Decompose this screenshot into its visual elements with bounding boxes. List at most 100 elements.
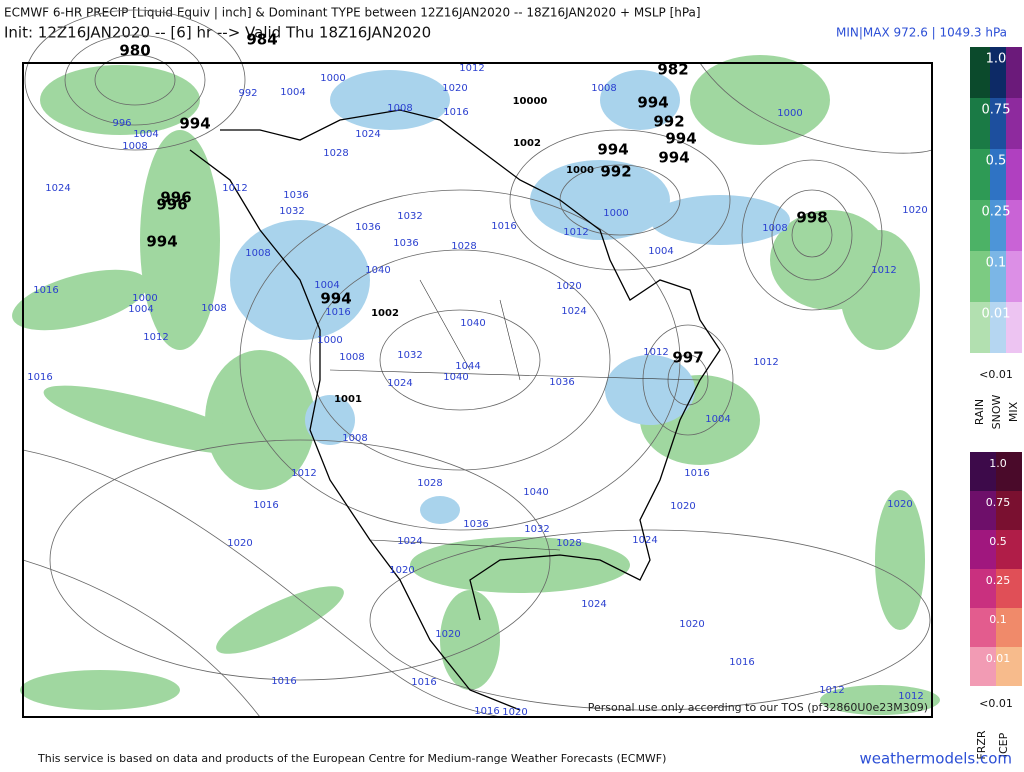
isobar-label: 1012: [222, 183, 247, 194]
isobar-label: 1008: [591, 83, 616, 94]
isobars: [22, 9, 933, 718]
legend-level: 0.1: [986, 256, 1007, 271]
isobar-label: 1012: [871, 265, 896, 276]
isobar-label: 1012: [563, 227, 588, 238]
low-pressure-label: 1002: [371, 308, 399, 319]
low-pressure-label: 1002: [513, 138, 541, 149]
isobar-label: 1044: [455, 361, 480, 372]
legend-level: 0.5: [989, 535, 1007, 548]
legend-swatch: [970, 647, 996, 686]
isobar-label: 1036: [355, 222, 380, 233]
isobar-label: 1036: [549, 377, 574, 388]
isobar-label: 1028: [323, 148, 348, 159]
low-pressure-label: 1001: [334, 394, 362, 405]
isobar-label: 1036: [393, 238, 418, 249]
credit: This service is based on data and produc…: [37, 752, 666, 765]
legend-swatch: [970, 149, 990, 200]
isobar-label: 1028: [451, 241, 476, 252]
legend-swatch: [990, 149, 1006, 200]
legend-swatch: [1006, 200, 1022, 251]
low-pressure-label: 10000: [513, 96, 548, 107]
isobar-label: 1008: [342, 433, 367, 444]
isobar-label: 1000: [320, 73, 345, 84]
isobar-label: 996: [112, 118, 131, 129]
isobar-label: 1016: [684, 468, 709, 479]
isobar-label: 1036: [463, 519, 488, 530]
isobar-label: 1004: [705, 414, 730, 425]
isobar-label: 1036: [283, 190, 308, 201]
legend-swatch: [990, 302, 1006, 353]
legend-swatch: [990, 98, 1006, 149]
legend-swatch: [970, 47, 990, 98]
map: 1000100410081012102010161024102810361032…: [12, 9, 940, 719]
isobar-label: 1024: [632, 535, 657, 546]
isobar-label: 1008: [201, 303, 226, 314]
low-pressure-label: 992: [600, 163, 631, 181]
low-pressure-label: 994: [658, 149, 689, 167]
isobar-label: 1016: [325, 307, 350, 318]
isobar-label: 1024: [397, 536, 422, 547]
low-pressure-label: 996: [156, 196, 187, 214]
isobar-label: 1024: [387, 378, 412, 389]
isobar-label: 1020: [679, 619, 704, 630]
legend-swatch: [990, 47, 1006, 98]
legend-swatch: [1006, 302, 1022, 353]
isobar-label: 1008: [122, 141, 147, 152]
legend-swatch: [1006, 251, 1022, 302]
isobar-label: 1016: [443, 107, 468, 118]
low-pressure-label: 994: [320, 290, 351, 308]
isobar-label: 1004: [314, 280, 339, 291]
legend-level: 1.0: [986, 52, 1007, 67]
isobar-label: 1016: [729, 657, 754, 668]
isobar-label: 1020: [556, 281, 581, 292]
legend-type: ICEP: [997, 732, 1010, 757]
rain-areas: [12, 55, 940, 715]
isobar-label: 992: [238, 88, 257, 99]
title: ECMWF 6-HR PRECIP [Liquid Equiv | inch] …: [4, 6, 701, 20]
low-pressure-label: 998: [796, 209, 827, 227]
isobar-label: 1024: [355, 129, 380, 140]
isobar-label: 1016: [491, 221, 516, 232]
legend-swatch: [970, 452, 996, 491]
low-pressure-label: 1000: [566, 165, 594, 176]
legend-swatch: [990, 200, 1006, 251]
isobar-label: 1012: [753, 357, 778, 368]
isobar-label: 1028: [417, 478, 442, 489]
low-pressure-label: 994: [179, 115, 210, 133]
legend-swatch: [1006, 47, 1022, 98]
legend-swatch: [996, 608, 1022, 647]
isobar-label: 1016: [253, 500, 278, 511]
borders: [329, 279, 701, 551]
isobar-label: 1004: [128, 304, 153, 315]
isobar-label: 1020: [902, 205, 927, 216]
legend-swatch: [970, 302, 990, 353]
isobar-label: 1000: [603, 208, 628, 219]
isobar-label: 1020: [502, 707, 527, 718]
legend-swatch: [970, 251, 990, 302]
isobar-label: 1012: [143, 332, 168, 343]
isobar-label: 1024: [45, 183, 70, 194]
pressure-labels: 1000100410081012102010161024102810361032…: [27, 31, 927, 719]
legend-level: 0.5: [986, 154, 1007, 169]
low-pressure-label: 984: [246, 31, 277, 49]
low-pressure-label: 996: [160, 189, 191, 207]
isobar-label: 1008: [245, 248, 270, 259]
isobar-label: 1016: [271, 676, 296, 687]
low-pressure-label: 980: [119, 42, 150, 60]
legend-type: MIX: [1007, 401, 1020, 422]
legend-level: 0.25: [986, 574, 1011, 587]
isobar-label: 1016: [33, 285, 58, 296]
isobar-label: 1020: [670, 501, 695, 512]
isobar-label: 1024: [561, 306, 586, 317]
legend-swatch: [996, 452, 1022, 491]
isobar-label: 1020: [389, 565, 414, 576]
low-pressure-label: 994: [637, 94, 668, 112]
isobar-label: 1016: [411, 677, 436, 688]
isobar-label: 1004: [648, 246, 673, 257]
below-label: <0.01: [979, 697, 1013, 710]
init-time: Init: 12Z16JAN2020 -- [6] hr --> Valid T…: [4, 24, 431, 42]
low-pressure-label: 982: [657, 61, 688, 79]
isobar-label: 1000: [132, 293, 157, 304]
site-link[interactable]: weathermodels.com: [859, 750, 1012, 768]
low-pressure-label: 992: [653, 113, 684, 131]
